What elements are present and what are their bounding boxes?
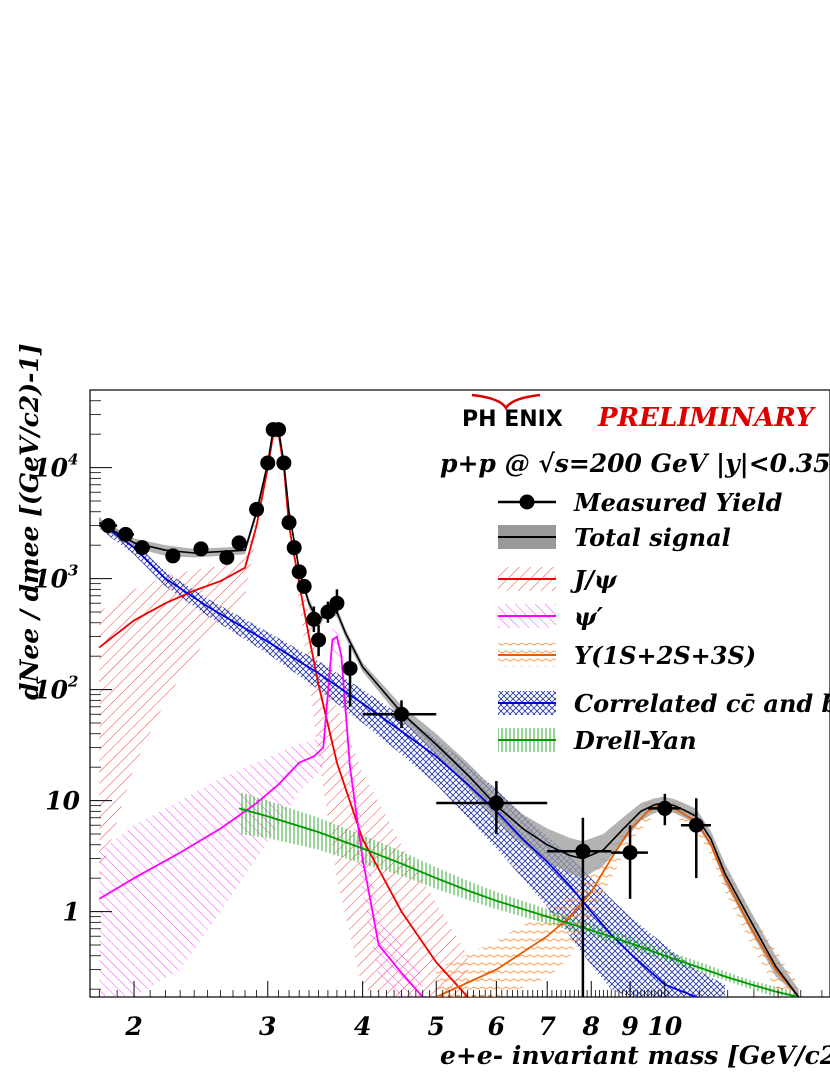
measured-point <box>306 606 322 633</box>
measured-point <box>547 817 612 997</box>
measured-point <box>362 700 437 729</box>
x-tick-label: 2 <box>124 1012 142 1041</box>
drell-yan-line <box>238 807 799 997</box>
y-tick-label: 10 <box>45 787 80 816</box>
measured-point <box>296 578 312 594</box>
measured-marker <box>271 422 287 438</box>
x-tick-label: 8 <box>582 1012 600 1041</box>
psi-prime-line <box>98 635 424 997</box>
measured-point <box>231 535 247 551</box>
measured-point <box>249 501 265 517</box>
x-tick-label: 5 <box>428 1012 445 1041</box>
measured-marker <box>276 455 292 471</box>
measured-marker <box>291 564 307 580</box>
measured-marker <box>575 843 591 859</box>
experiment-name: PH ENIX <box>462 407 563 432</box>
measured-point <box>271 422 287 438</box>
measured-point <box>329 589 345 614</box>
measured-marker <box>296 578 312 594</box>
collision-info: p+p @ √s=200 GeV |y|<0.35 <box>440 449 830 478</box>
correlated-band <box>99 516 726 997</box>
measured-marker <box>100 518 116 534</box>
y-tick-label: 10 <box>33 676 68 705</box>
preliminary-label: PRELIMINARY <box>597 403 816 433</box>
measured-marker <box>622 845 638 861</box>
measured-marker <box>657 800 673 816</box>
y-tick-label: 10 <box>33 454 68 483</box>
measured-marker <box>306 611 322 627</box>
measured-point <box>611 825 648 899</box>
measured-point <box>342 645 358 707</box>
legend-entry: ψ′ <box>498 602 604 631</box>
experiment-logo: PH ENIX <box>462 393 563 432</box>
measured-marker <box>281 515 297 531</box>
x-tick-label: 4 <box>354 1012 371 1041</box>
measured-point <box>680 798 711 879</box>
legend-entry: Drell-Yan <box>498 726 697 755</box>
upsilon-band <box>436 796 799 997</box>
measured-marker <box>231 535 247 551</box>
legend-swatch-marker <box>519 494 535 510</box>
legend-label: Υ(1S+2S+3S) <box>574 641 756 670</box>
measured-point <box>436 781 548 834</box>
x-tick-label: 6 <box>488 1012 505 1041</box>
measured-marker <box>342 660 358 676</box>
legend-entry: Total signal <box>498 523 731 552</box>
measured-point <box>276 455 292 471</box>
x-tick-label: 3 <box>259 1012 276 1041</box>
x-axis-title: e+e- invariant mass [GeV/c2] <box>440 1041 830 1070</box>
measured-point <box>117 526 135 542</box>
y-axis-title: dNee / dmee [(GeV/c2)-1] <box>15 343 44 700</box>
measured-marker <box>134 540 150 556</box>
measured-marker <box>165 548 181 564</box>
measured-point <box>219 549 235 565</box>
legend: Measured Yield Total signal J/ψ ψ′ Υ(1S+2S+3… <box>498 488 830 755</box>
legend-label: J/ψ <box>570 565 618 594</box>
measured-marker <box>393 706 409 722</box>
legend-label: Drell-Yan <box>573 726 697 755</box>
measured-marker <box>118 526 134 542</box>
legend-label: Total signal <box>574 523 731 552</box>
measured-point <box>291 564 307 580</box>
measured-marker <box>688 817 704 833</box>
measured-point <box>311 625 327 657</box>
measured-marker <box>260 455 276 471</box>
measured-marker <box>286 540 302 556</box>
legend-label: Correlated cc̄ and bb̄ <box>574 689 830 718</box>
x-tick-label: 9 <box>621 1012 638 1041</box>
y-tick-exponent: 2 <box>67 673 78 691</box>
measured-marker <box>249 501 265 517</box>
legend-entry: J/ψ <box>498 565 618 594</box>
y-tick-exponent: 4 <box>68 451 78 469</box>
measured-marker <box>329 595 345 611</box>
legend-label: ψ′ <box>574 602 604 631</box>
measured-point <box>647 793 681 826</box>
measured-point <box>99 518 118 534</box>
measured-point <box>286 540 302 556</box>
y-tick-exponent: 3 <box>68 562 78 580</box>
measured-point <box>134 540 151 556</box>
drell-yan-band <box>239 791 799 997</box>
x-tick-label: 7 <box>539 1012 557 1041</box>
y-tick-label: 10 <box>33 565 68 594</box>
correlated-line <box>98 521 701 997</box>
x-tick-label: 10 <box>647 1012 682 1041</box>
measured-marker <box>219 549 235 565</box>
measured-point <box>193 541 209 557</box>
legend-label: Measured Yield <box>573 488 783 517</box>
measured-marker <box>193 541 209 557</box>
measured-point <box>260 455 276 471</box>
measured-marker <box>311 632 327 648</box>
measured-point <box>165 548 181 564</box>
legend-entry: Correlated cc̄ and bb̄ <box>498 689 830 718</box>
measured-point <box>281 515 297 531</box>
measured-marker <box>488 795 504 811</box>
legend-entry: Υ(1S+2S+3S) <box>498 641 756 670</box>
legend-entry: Measured Yield <box>498 488 783 517</box>
y-tick-label: 1 <box>63 898 80 927</box>
